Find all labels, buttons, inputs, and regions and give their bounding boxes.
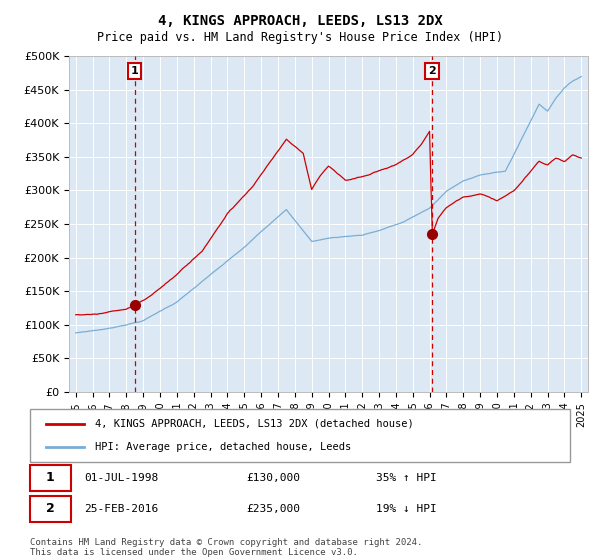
Text: HPI: Average price, detached house, Leeds: HPI: Average price, detached house, Leed… xyxy=(95,442,351,452)
Text: 2: 2 xyxy=(428,66,436,76)
FancyBboxPatch shape xyxy=(30,465,71,491)
FancyBboxPatch shape xyxy=(30,409,570,462)
FancyBboxPatch shape xyxy=(30,496,71,522)
Text: 4, KINGS APPROACH, LEEDS, LS13 2DX: 4, KINGS APPROACH, LEEDS, LS13 2DX xyxy=(158,14,442,28)
Text: £130,000: £130,000 xyxy=(246,473,300,483)
Text: 2: 2 xyxy=(46,502,55,515)
Text: 35% ↑ HPI: 35% ↑ HPI xyxy=(376,473,436,483)
Text: 4, KINGS APPROACH, LEEDS, LS13 2DX (detached house): 4, KINGS APPROACH, LEEDS, LS13 2DX (deta… xyxy=(95,419,413,429)
Text: Contains HM Land Registry data © Crown copyright and database right 2024.
This d: Contains HM Land Registry data © Crown c… xyxy=(30,538,422,557)
Text: £235,000: £235,000 xyxy=(246,504,300,514)
Text: Price paid vs. HM Land Registry's House Price Index (HPI): Price paid vs. HM Land Registry's House … xyxy=(97,31,503,44)
Text: 1: 1 xyxy=(46,471,55,484)
Text: 19% ↓ HPI: 19% ↓ HPI xyxy=(376,504,436,514)
Text: 01-JUL-1998: 01-JUL-1998 xyxy=(84,473,158,483)
Text: 25-FEB-2016: 25-FEB-2016 xyxy=(84,504,158,514)
Text: 1: 1 xyxy=(131,66,139,76)
